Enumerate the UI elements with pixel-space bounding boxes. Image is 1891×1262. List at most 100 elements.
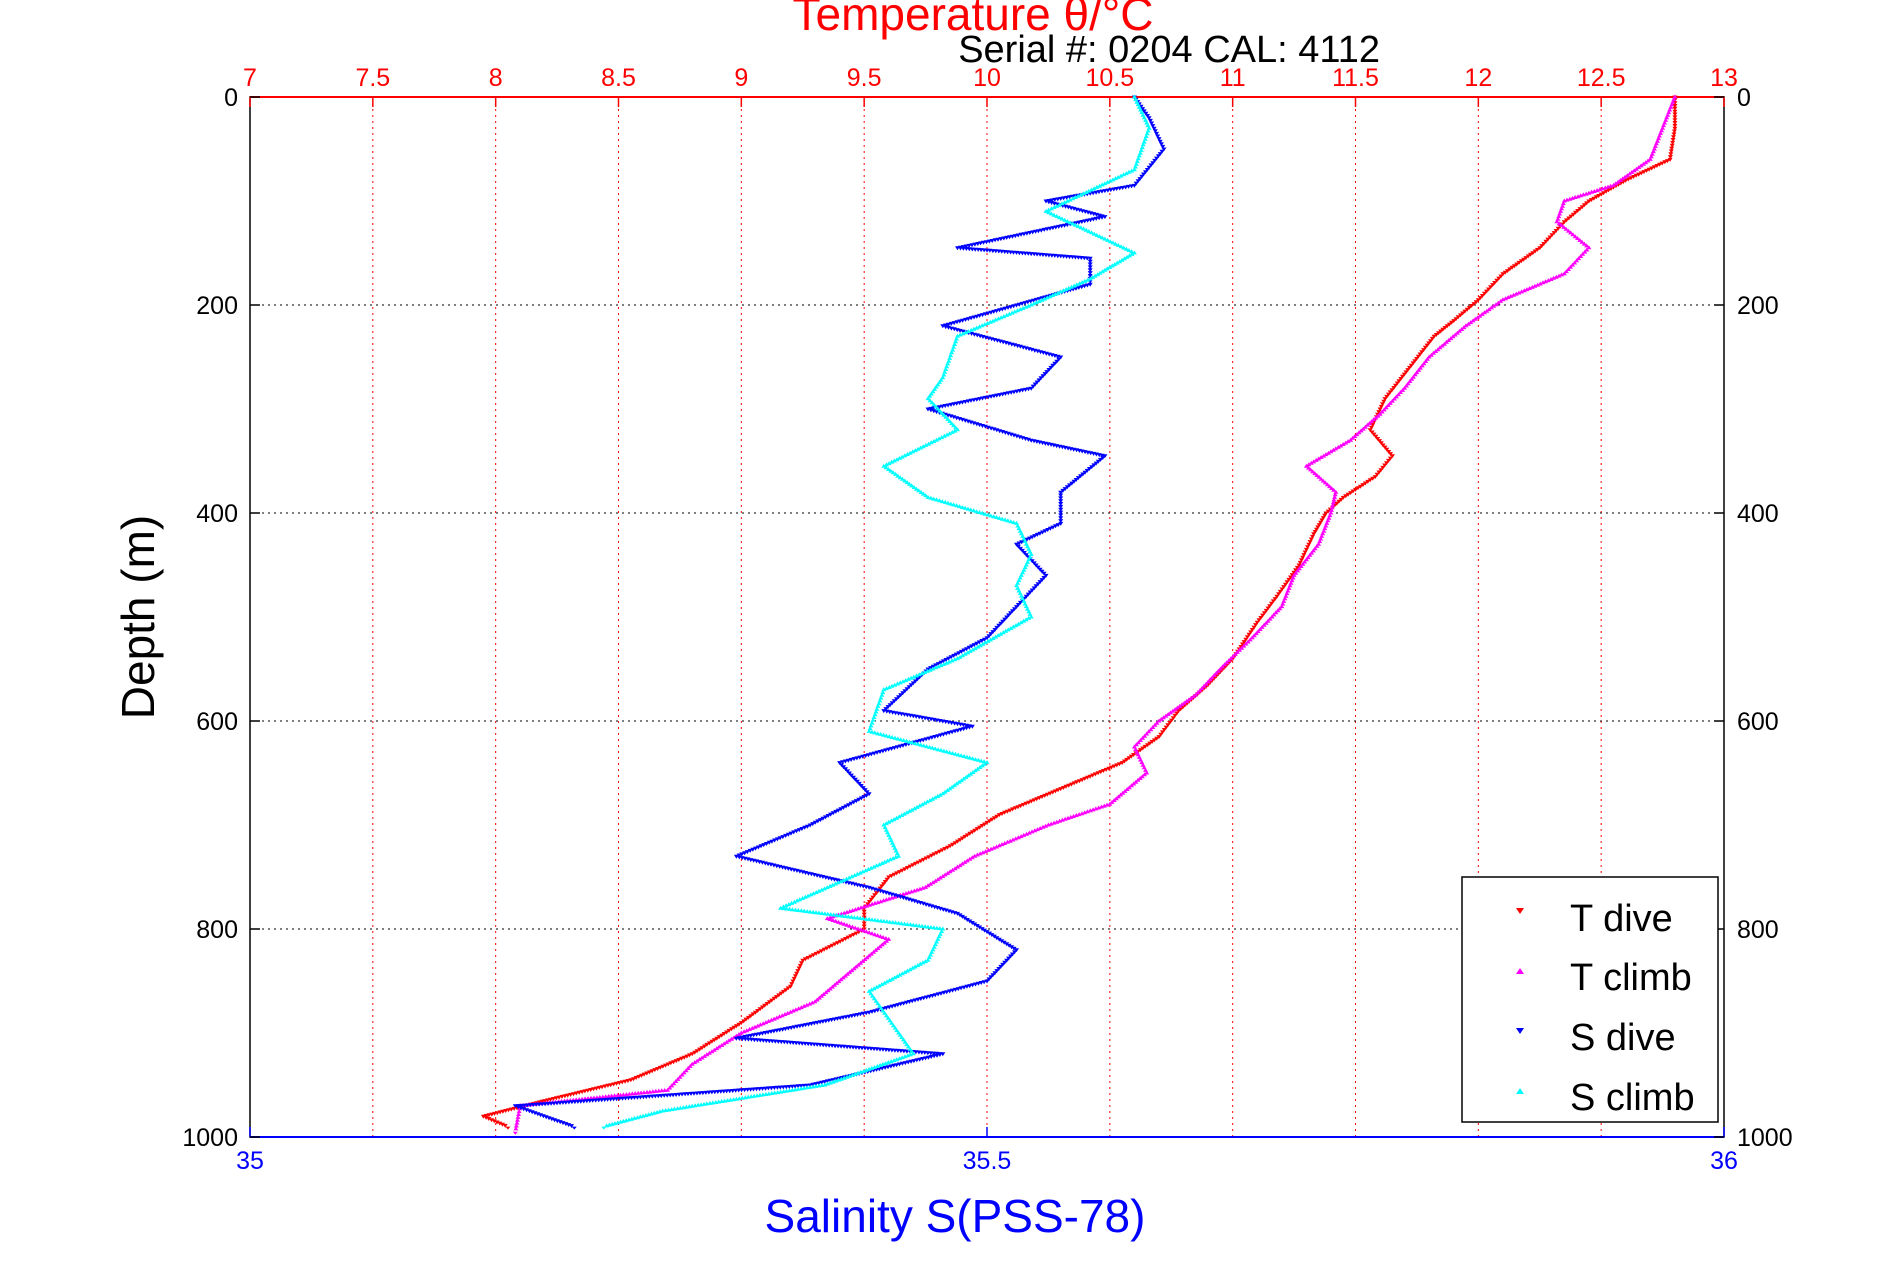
data-point	[814, 997, 820, 1002]
data-point	[852, 907, 858, 912]
data-point	[968, 771, 974, 776]
data-point	[892, 682, 898, 687]
data-point	[1613, 181, 1619, 186]
data-point	[907, 967, 913, 972]
data-point	[886, 896, 892, 901]
data-point	[808, 954, 814, 959]
data-point	[1156, 718, 1162, 723]
data-point	[1303, 557, 1309, 562]
data-point	[841, 910, 847, 915]
data-point	[1010, 807, 1016, 812]
data-point	[985, 512, 991, 517]
data-point	[1078, 225, 1084, 230]
data-point	[1073, 813, 1079, 817]
data-point	[1002, 810, 1008, 815]
data-point	[1301, 553, 1307, 558]
data-point	[771, 1016, 777, 1021]
data-point	[874, 1064, 880, 1068]
data-point	[902, 867, 908, 872]
data-point	[494, 1120, 500, 1125]
data-point	[894, 974, 900, 978]
data-point	[1134, 159, 1140, 163]
data-point	[724, 1039, 730, 1044]
data-point	[1521, 257, 1527, 262]
data-point	[957, 332, 963, 337]
data-point	[1529, 284, 1535, 289]
data-point	[1370, 423, 1376, 428]
data-point	[1672, 123, 1678, 128]
data-point	[1019, 540, 1025, 545]
data-point	[792, 1087, 798, 1092]
data-point	[884, 919, 890, 924]
data-point	[1381, 399, 1387, 404]
data-point	[644, 1071, 650, 1076]
data-point	[954, 781, 960, 786]
data-point	[866, 728, 872, 733]
data-point	[1114, 763, 1120, 768]
data-point	[948, 655, 954, 660]
data-point	[1121, 172, 1127, 177]
data-point	[1617, 178, 1623, 182]
data-point	[996, 967, 1002, 971]
data-point	[1028, 799, 1034, 804]
data-point	[994, 969, 1000, 974]
data-point	[1537, 246, 1543, 251]
data-point	[1163, 725, 1169, 730]
data-point	[884, 877, 890, 882]
depth-axis-title: Depth (m)	[112, 515, 164, 719]
data-point	[809, 1000, 815, 1005]
data-point	[955, 656, 960, 661]
data-point	[1139, 145, 1145, 150]
data-point	[1311, 532, 1317, 537]
data-point	[956, 651, 962, 656]
data-point	[1006, 943, 1012, 948]
data-point	[1059, 817, 1065, 822]
data-point	[1296, 563, 1302, 568]
data-point	[1011, 520, 1017, 525]
data-point	[1160, 730, 1165, 735]
data-point	[853, 799, 859, 804]
data-point	[899, 921, 904, 926]
data-point	[1150, 161, 1156, 166]
data-point	[1602, 185, 1608, 190]
data-point	[1046, 368, 1052, 372]
data-point	[1087, 268, 1093, 273]
data-point	[908, 1052, 913, 1057]
data-point	[739, 852, 745, 857]
data-point	[1077, 281, 1082, 286]
data-point	[960, 331, 966, 336]
data-point	[1310, 548, 1316, 553]
data-point	[1040, 530, 1045, 535]
data-point	[1170, 708, 1176, 713]
data-point	[1651, 165, 1657, 170]
data-point	[1671, 129, 1677, 134]
data-point	[623, 1118, 629, 1123]
data-point	[798, 908, 804, 913]
data-point	[979, 639, 985, 643]
data-point	[777, 1014, 782, 1019]
data-point	[1142, 744, 1148, 749]
tick-label-temperature: 9	[734, 64, 748, 92]
data-point	[1037, 826, 1043, 830]
data-point	[1269, 614, 1275, 619]
data-point	[868, 951, 874, 956]
data-point	[1245, 639, 1251, 644]
data-point	[864, 955, 870, 960]
data-point	[996, 813, 1002, 818]
data-point	[1094, 184, 1100, 189]
data-point	[1099, 182, 1105, 187]
data-point	[925, 396, 931, 401]
data-point	[1470, 318, 1476, 323]
data-point	[827, 1080, 833, 1085]
data-point	[1482, 310, 1487, 315]
data-point	[1149, 740, 1155, 744]
data-point	[886, 461, 892, 466]
data-point	[945, 361, 951, 366]
data-point	[872, 932, 878, 937]
data-point	[1378, 404, 1384, 409]
data-point	[840, 805, 846, 810]
data-point	[1561, 224, 1567, 229]
data-point	[1274, 594, 1280, 599]
data-point	[801, 1003, 807, 1008]
data-point	[1220, 664, 1225, 669]
